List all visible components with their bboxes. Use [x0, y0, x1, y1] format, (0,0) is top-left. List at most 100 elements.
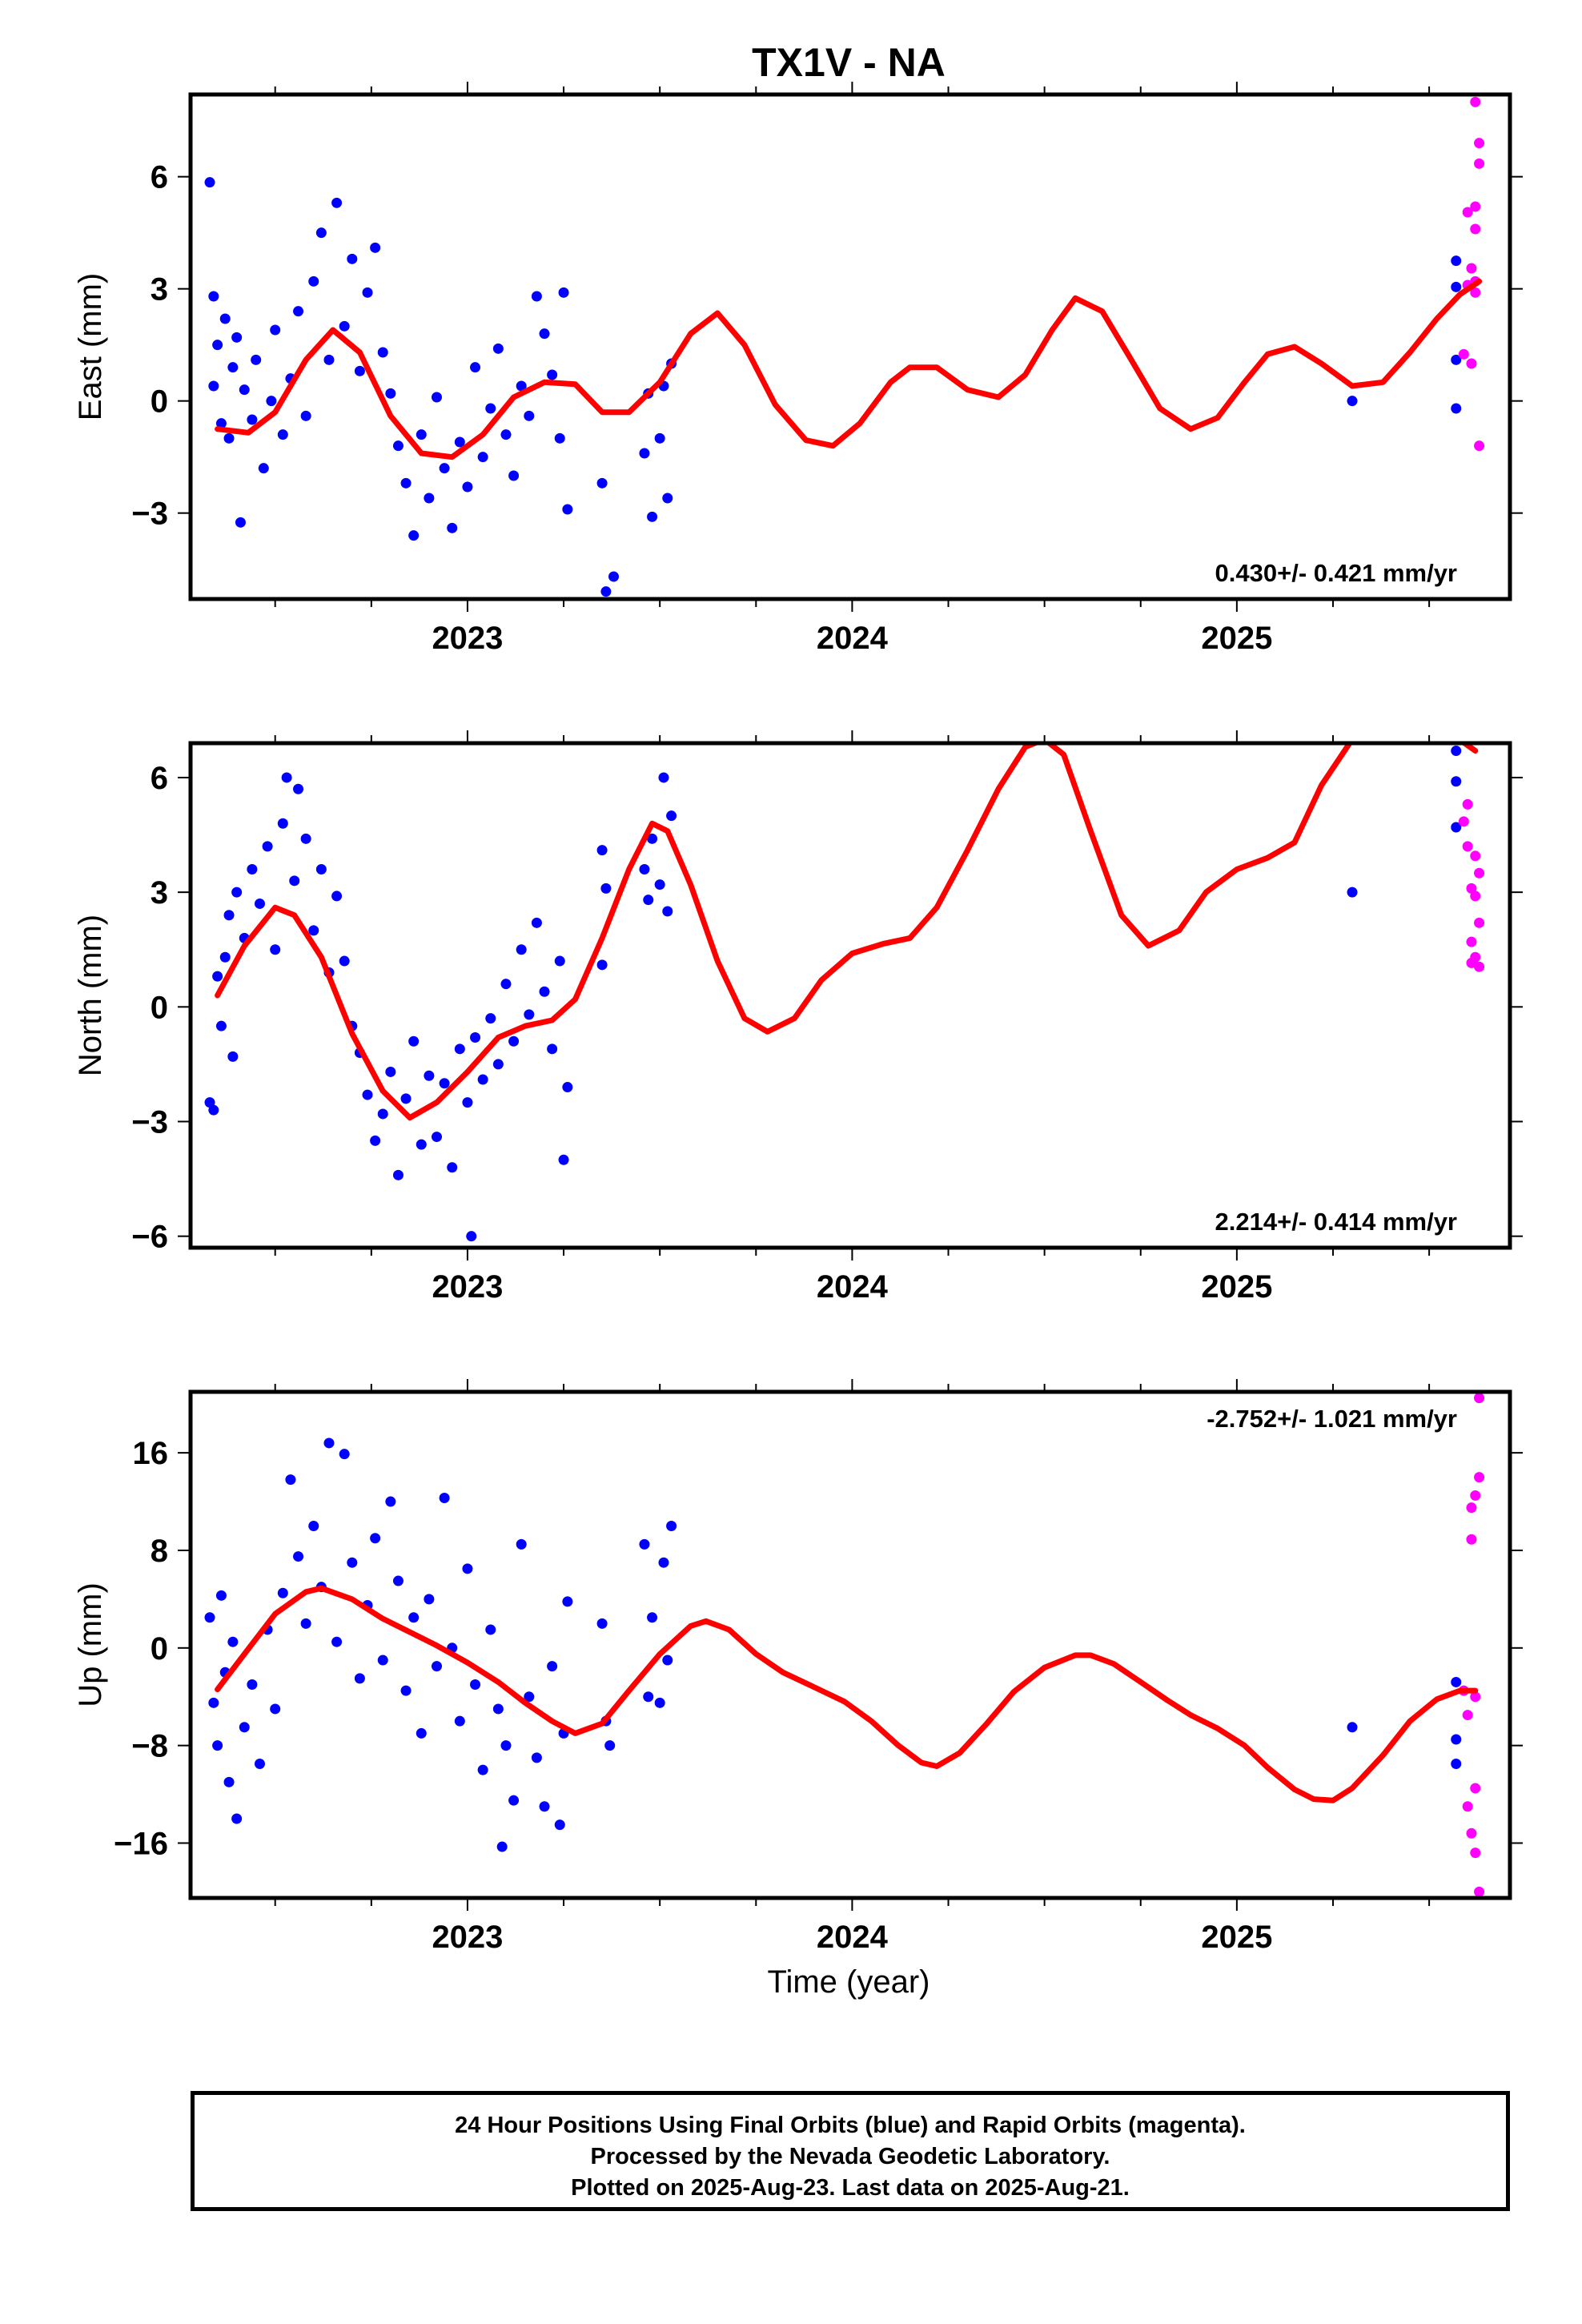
up-final-point [604, 1740, 616, 1751]
north-rapid-point [1466, 957, 1477, 968]
up-final-point [462, 1563, 473, 1574]
north-final-point [331, 891, 343, 902]
north-rapid-point [1458, 816, 1469, 827]
east-final-point [485, 403, 496, 414]
east-final-point [454, 436, 465, 448]
north-final-point [215, 1020, 227, 1031]
north-final-point [385, 1066, 396, 1077]
north-final-point [208, 1104, 219, 1116]
up-rapid-point [1474, 1472, 1485, 1483]
east-final-point [227, 362, 239, 373]
north-final-point [424, 1070, 435, 1081]
north-rapid-point [1470, 850, 1481, 862]
up-final-point [562, 1596, 573, 1607]
up-rapid-point [1466, 1827, 1477, 1839]
east-plot-area [204, 96, 1485, 597]
east-final-point [308, 275, 319, 287]
east-frame [188, 92, 1512, 601]
up-final-point [654, 1697, 665, 1708]
east-final-point [1451, 403, 1462, 414]
north-final-point [1347, 887, 1358, 898]
up-final-point [508, 1795, 520, 1806]
east-final-point [219, 313, 231, 324]
north-final-point [600, 883, 612, 894]
north-final-point [647, 833, 658, 844]
up-y-tick-label: 0 [151, 1631, 168, 1667]
north-final-point [1451, 746, 1462, 757]
north-x-tick-label: 2024 [817, 1269, 889, 1305]
east-rapid-point [1474, 158, 1485, 169]
north-rapid-point [1462, 841, 1473, 852]
north-final-point [362, 1089, 373, 1100]
up-plot-area [204, 1393, 1485, 1897]
up-final-point [239, 1722, 250, 1733]
east-final-point [231, 332, 243, 343]
up-final-point [293, 1551, 304, 1562]
east-y-axis-label: East (mm) [73, 273, 108, 420]
east-rapid-point [1458, 348, 1469, 360]
up-x-tick-label: 2023 [432, 1920, 503, 1955]
up-rapid-point [1474, 1886, 1485, 1897]
east-final-point [608, 571, 620, 582]
east-final-point [439, 463, 450, 474]
east-x-tick-label: 2025 [1201, 621, 1272, 656]
east-final-point [212, 340, 223, 351]
east-final-point [508, 470, 520, 481]
east-final-point [1451, 281, 1462, 292]
east-x-tick-label: 2023 [432, 621, 503, 656]
east-final-point [223, 432, 235, 444]
north-final-point [223, 910, 235, 921]
north-final-point [339, 955, 350, 967]
up-final-point [596, 1618, 608, 1629]
north-final-point [447, 1162, 458, 1173]
up-final-point [1451, 1758, 1462, 1769]
up-final-point [254, 1758, 265, 1769]
east-rapid-point [1466, 263, 1477, 274]
east-final-point [331, 197, 343, 208]
east-final-point [235, 517, 246, 528]
up-final-point [554, 1819, 565, 1831]
east-final-point [377, 347, 388, 358]
east-final-point [447, 522, 458, 533]
up-final-point [416, 1727, 427, 1739]
north-y-tick-label: 0 [151, 990, 168, 1025]
north-final-point [370, 1135, 381, 1146]
up-final-point [370, 1533, 381, 1544]
east-final-point [362, 287, 373, 298]
north-final-point [554, 955, 565, 967]
east-final-point [347, 253, 358, 264]
up-final-point [204, 1612, 215, 1623]
east-final-point [247, 414, 258, 425]
north-final-point [293, 783, 304, 794]
east-final-point [562, 504, 573, 515]
up-final-point [666, 1521, 677, 1532]
east-y-tick-label: −3 [131, 497, 168, 532]
north-final-point [639, 864, 650, 875]
up-final-point [247, 1679, 258, 1690]
up-final-point [454, 1715, 465, 1727]
up-final-point [400, 1685, 412, 1696]
up-final-point [431, 1661, 442, 1672]
east-final-point [470, 362, 481, 373]
east-final-point [500, 429, 512, 440]
up-rapid-point [1470, 1783, 1481, 1794]
north-x-tick-label: 2025 [1201, 1269, 1272, 1305]
up-final-point [408, 1612, 420, 1623]
east-final-point [208, 291, 219, 302]
up-final-point [662, 1655, 673, 1666]
north-y-tick-label: −3 [131, 1105, 168, 1140]
north-final-point [531, 917, 542, 928]
north-final-point [416, 1139, 427, 1150]
up-y-axis-label: Up (mm) [73, 1582, 108, 1707]
north-final-point [654, 879, 665, 891]
up-final-point [496, 1841, 508, 1852]
up-rapid-point [1470, 1848, 1481, 1859]
up-x-tick-label: 2025 [1201, 1920, 1272, 1955]
up-final-point [485, 1624, 496, 1635]
north-model-line [215, 743, 1479, 1121]
east-final-point [1347, 396, 1358, 407]
up-final-point [424, 1594, 435, 1605]
north-final-point [524, 1009, 535, 1020]
east-final-point [654, 432, 665, 444]
